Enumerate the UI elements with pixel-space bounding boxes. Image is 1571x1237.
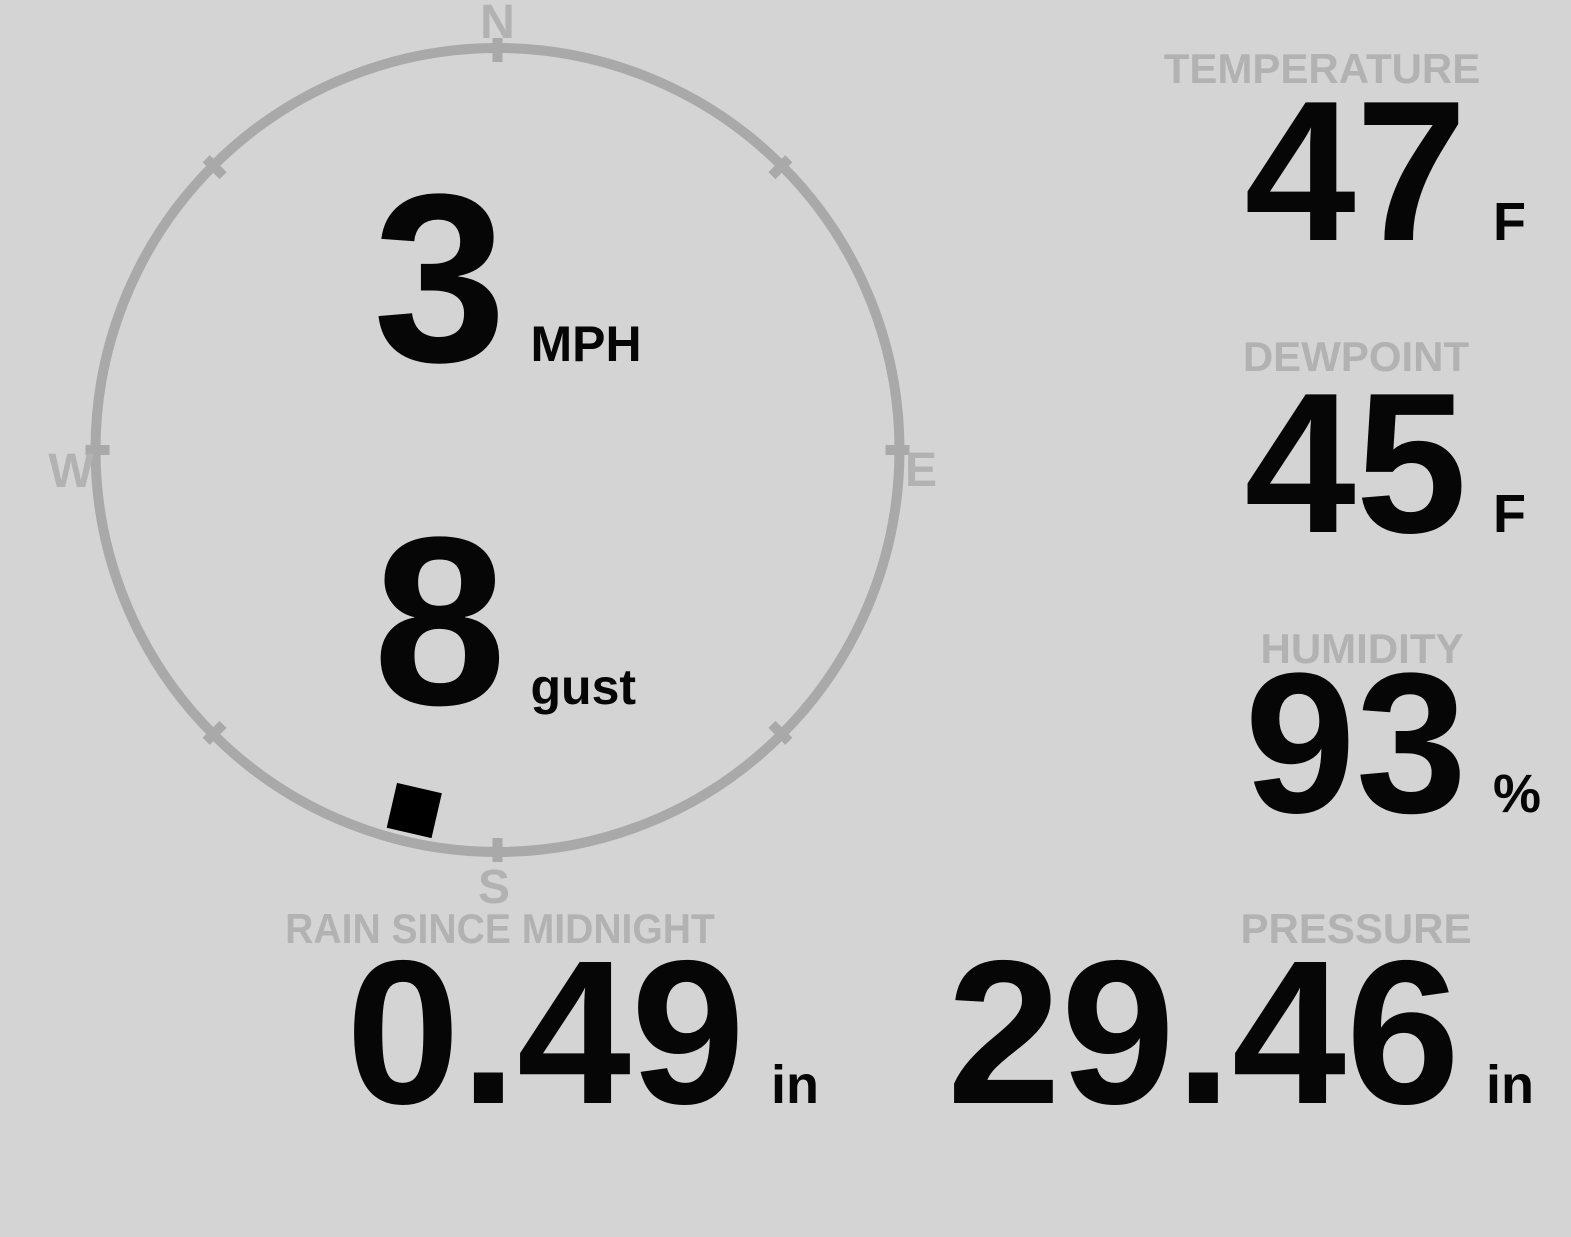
compass-label-north: N	[480, 0, 515, 49]
dewpoint-readout: 45 F	[1245, 364, 1526, 564]
temperature-label: TEMPERATURE	[1163, 45, 1481, 92]
temperature-readout: 47 F	[1245, 72, 1526, 272]
tick-southwest	[202, 720, 227, 745]
rain-since-midnight-readout: 0.49 in	[346, 930, 819, 1135]
humidity-value: 93	[1244, 632, 1467, 855]
humidity-label: HUMIDITY	[1260, 625, 1464, 672]
pressure-readout: 29.46 in	[947, 930, 1534, 1135]
rain-since-midnight-unit: in	[771, 1055, 819, 1115]
pressure-label: PRESSURE	[1240, 905, 1472, 952]
tick-northwest	[202, 155, 227, 180]
pressure-unit: in	[1486, 1055, 1534, 1115]
dewpoint-unit: F	[1493, 484, 1526, 544]
rain-since-midnight-value: 0.49	[346, 918, 745, 1147]
wind-speed-readout: 3 MPH	[373, 158, 642, 398]
tick-northeast	[768, 155, 793, 180]
humidity-readout: 93 %	[1245, 644, 1541, 844]
temperature-value: 47	[1244, 60, 1467, 283]
wind-speed-value: 3	[373, 144, 507, 412]
wind-speed-unit: MPH	[530, 316, 642, 372]
compass-ticks	[85, 38, 910, 862]
wind-direction-marker-square	[386, 782, 442, 839]
compass-label-south: S	[478, 861, 510, 914]
dewpoint-label: DEWPOINT	[1242, 333, 1470, 380]
pressure-value: 29.46	[946, 918, 1460, 1147]
wind-gust-readout: 8 gust	[373, 501, 636, 741]
compass-label-east: E	[905, 444, 937, 497]
tick-southeast	[768, 720, 793, 745]
humidity-unit: %	[1492, 764, 1541, 824]
wind-gust-value: 8	[373, 487, 507, 755]
compass-label-west: W	[48, 445, 94, 498]
wind-direction-marker	[386, 782, 442, 839]
temperature-unit: F	[1493, 192, 1526, 252]
wind-gust-unit: gust	[530, 659, 637, 715]
rain-since-midnight-label: RAIN SINCE MIDNIGHT	[285, 905, 715, 952]
dewpoint-value: 45	[1244, 352, 1467, 575]
